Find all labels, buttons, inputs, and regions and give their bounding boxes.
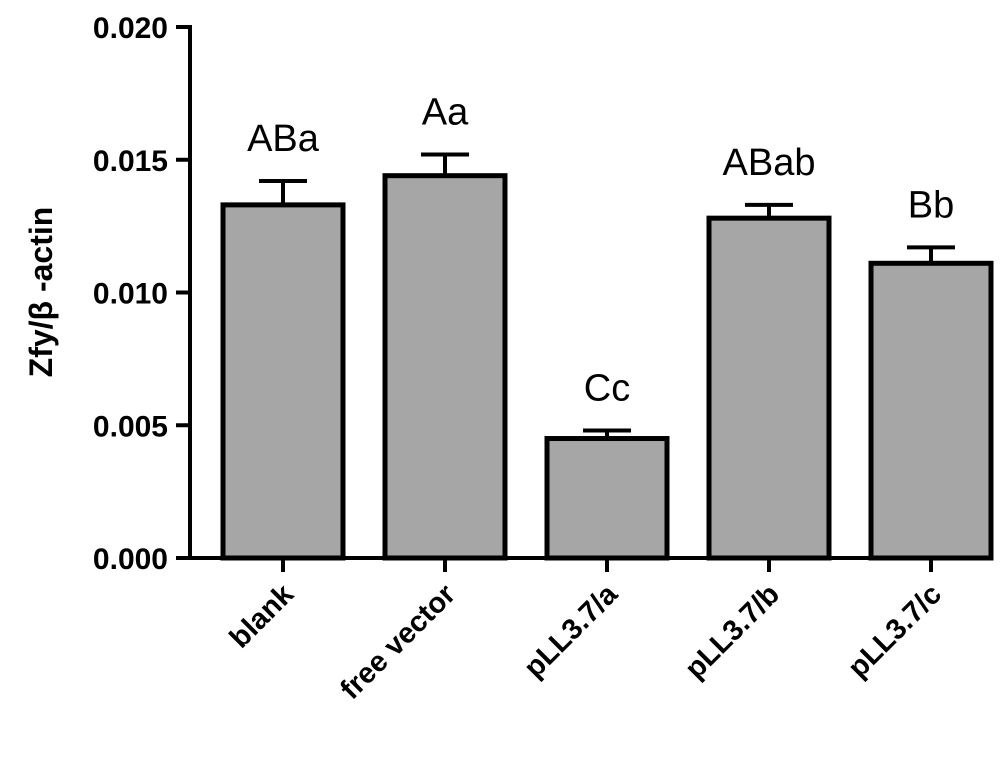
y-tick-label: 0.015 <box>93 145 168 178</box>
x-tick-label: pLL3.7/c <box>842 578 948 684</box>
y-tick-label: 0.010 <box>93 278 168 311</box>
bar <box>868 260 994 561</box>
y-axis: 0.000 0.005 0.010 0.015 0.020 <box>93 12 192 576</box>
bars: ABa Aa Cc ABab Bb <box>220 91 994 561</box>
x-tick-label: pLL3.7/a <box>518 578 624 684</box>
x-tick-label: blank <box>224 578 301 655</box>
bar <box>382 173 508 561</box>
x-axis: blank free vector pLL3.7/a pLL3.7/b pLL3.7/c <box>190 556 990 706</box>
x-tick-label: free vector <box>334 578 462 706</box>
y-tick-label: 0.000 <box>93 543 168 576</box>
significance-label: Aa <box>422 91 469 133</box>
significance-label: Cc <box>584 368 630 410</box>
bar <box>706 215 832 561</box>
x-tick-label: pLL3.7/b <box>679 578 786 685</box>
significance-label: ABab <box>723 142 816 184</box>
y-tick-label: 0.005 <box>93 410 168 443</box>
significance-label: ABa <box>247 118 320 160</box>
bar <box>544 436 670 561</box>
y-tick-label: 0.020 <box>93 12 168 45</box>
significance-label: Bb <box>908 184 954 226</box>
y-axis-title: Zfy/β -actin <box>23 207 59 378</box>
bar <box>220 202 346 561</box>
